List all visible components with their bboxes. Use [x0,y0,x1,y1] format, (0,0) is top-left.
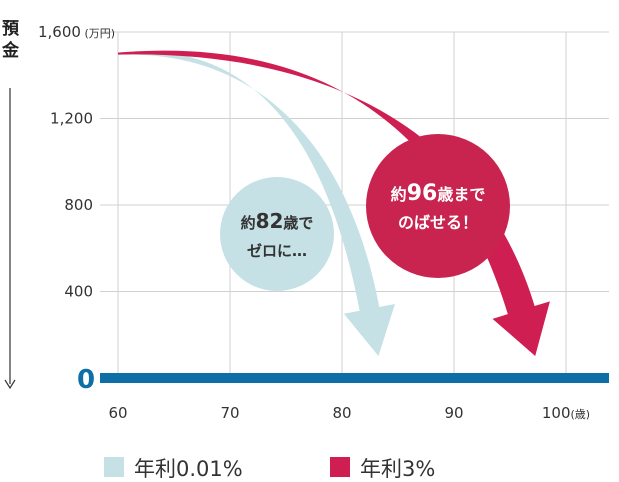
x-tick-value: 90 [444,404,463,422]
x-unit-label: (歳) [571,408,591,421]
y-tick-label-zero: 0 [77,365,95,395]
series-arrow-1 [118,51,395,356]
legend-label-1: 年利0.01% [134,457,243,481]
x-tick-value: 60 [108,404,127,422]
y-tick-label: 1,200 [50,110,93,128]
x-tick-label: 70 [220,404,239,422]
legend: 年利0.01% 年利3% [104,457,435,481]
legend-swatch-2 [330,457,350,477]
y-tick-label: 800 [64,196,93,214]
y-tick-label: 1,600 (万円) [38,23,115,41]
tick-labels: 1,600 (万円) 1,200 800 400 0 60 70 80 90 100(歳) [38,23,590,422]
y-tick-label: 400 [64,283,93,301]
x-tick-label: 60 [108,404,127,422]
annotation-line-1: 約96歳まで [391,181,486,206]
annotation-number: 82 [256,209,284,233]
y-axis-label-char-2: 金 [1,40,20,61]
y-unit-label: (万円) [81,27,115,40]
annotation-number: 96 [407,181,438,206]
legend-swatch-1 [104,457,124,477]
annotation-suffix: 歳で [283,214,313,232]
annotation-bubble-1 [220,177,334,291]
zero-baseline [100,373,609,383]
annotation-line-2: のばせる！ [398,213,478,232]
y-axis-label-char-1: 預 [2,19,20,39]
y-axis: 預 金 [1,19,20,390]
y-tick-value: 1,600 [38,23,81,41]
y-axis-arrow-head [4,379,16,390]
annotation-prefix: 約 [391,185,407,204]
x-tick-label: 80 [332,404,351,422]
annotation-suffix: 歳まで [437,185,485,204]
annotation-prefix: 約 [241,214,256,232]
annotation-bubble-2 [366,134,510,278]
x-tick-value: 100 [542,404,571,422]
x-tick-value: 70 [220,404,239,422]
x-tick-value: 80 [332,404,351,422]
x-tick-label: 100(歳) [542,404,590,422]
annotation-line-1: 約82歳で [241,209,314,233]
annotation-line-2: ゼロに… [247,242,307,260]
x-tick-label: 90 [444,404,463,422]
legend-label-2: 年利3% [360,457,435,481]
zero-line [100,373,609,383]
